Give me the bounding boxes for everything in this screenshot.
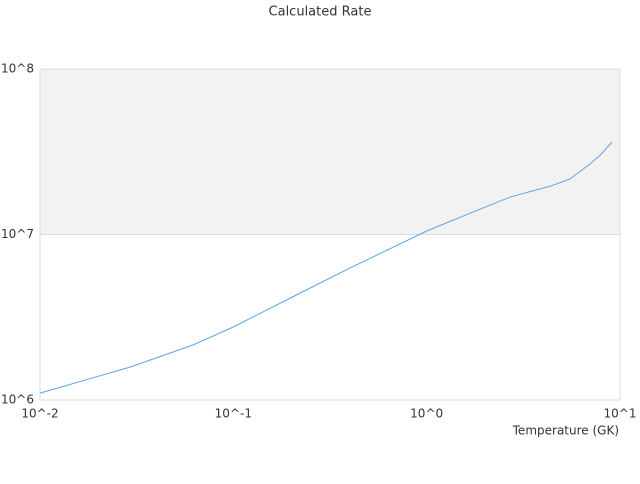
y-tick-label: 10^6 bbox=[1, 393, 34, 407]
x-tick-label: 10^1 bbox=[604, 407, 637, 421]
plot-band bbox=[40, 69, 620, 235]
x-tick-label: 10^0 bbox=[410, 407, 443, 421]
x-axis-label: Temperature (GK) bbox=[512, 424, 619, 438]
y-tick-label: 10^8 bbox=[1, 62, 34, 76]
series-line bbox=[39, 141, 613, 394]
y-tick-label: 10^7 bbox=[1, 227, 34, 241]
chart-title: Calculated Rate bbox=[269, 5, 372, 20]
x-tick-label: 10^-2 bbox=[21, 407, 58, 421]
x-tick-label: 10^-1 bbox=[215, 407, 252, 421]
